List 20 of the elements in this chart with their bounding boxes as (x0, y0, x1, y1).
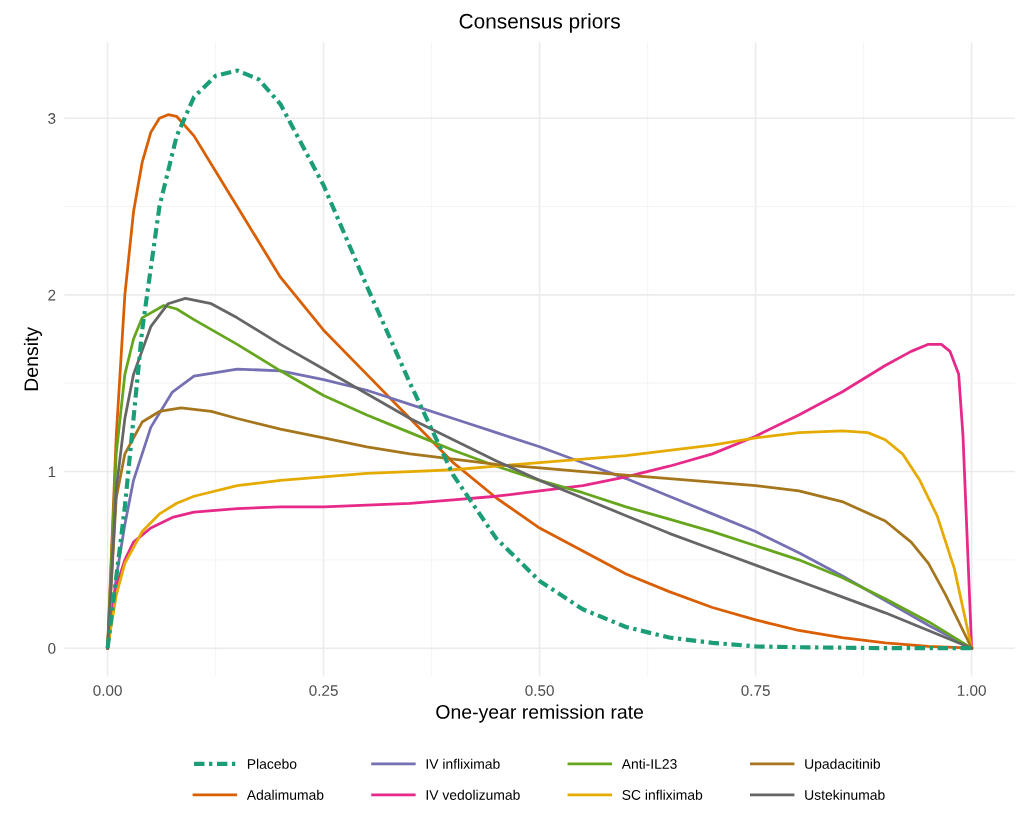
legend-label: IV infliximab (426, 758, 500, 769)
y-tick-label: 0 (48, 643, 56, 654)
y-axis-title: Density (23, 326, 42, 391)
x-tick-label: 0.75 (741, 685, 770, 696)
legend-label: Placebo (247, 758, 297, 769)
legend-label: SC infliximab (622, 789, 703, 800)
legend-label: IV vedolizumab (426, 789, 520, 800)
chart-title: Consensus priors (459, 13, 620, 33)
legend-label: Anti-IL23 (621, 758, 677, 769)
legend-label: Adalimumab (246, 789, 324, 800)
legend-label: Ustekinumab (805, 789, 885, 800)
x-tick-label: 0.25 (309, 685, 338, 696)
y-tick-label: 2 (48, 289, 56, 301)
x-tick-label: 1.00 (957, 685, 986, 696)
x-tick-label: 0.50 (525, 685, 554, 696)
y-tick-label: 3 (48, 113, 56, 124)
legend-label: Upadacitinib (805, 758, 881, 772)
x-axis-title: One-year remission rate (436, 704, 644, 723)
y-tick-label: 1 (48, 466, 56, 478)
x-tick-label: 0.00 (93, 685, 122, 696)
